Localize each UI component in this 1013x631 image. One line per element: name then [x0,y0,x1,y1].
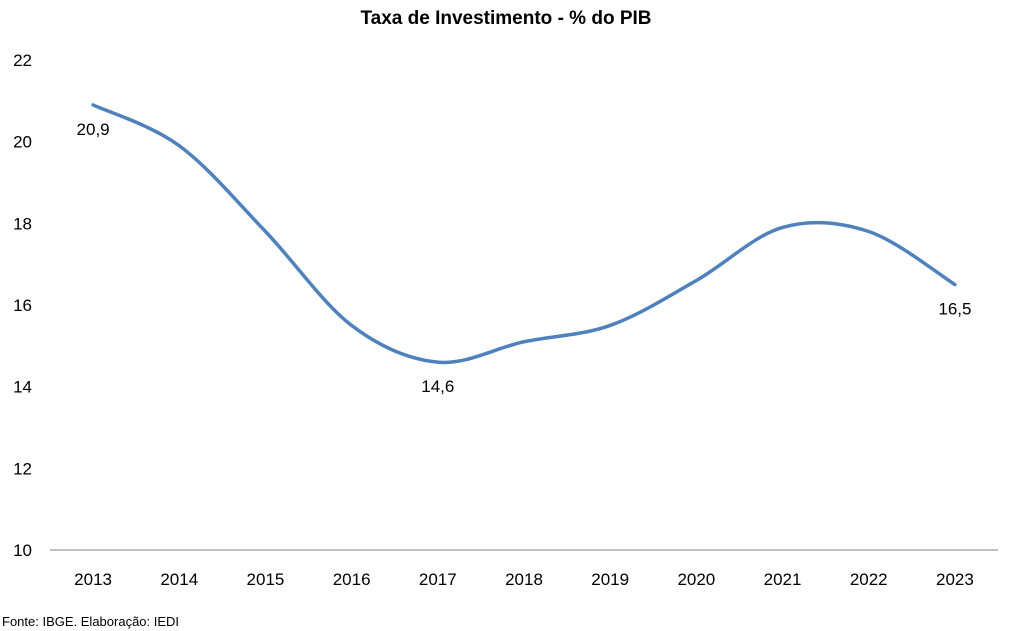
data-label: 16,5 [938,300,971,319]
y-tick-label: 10 [13,541,32,560]
x-tick-label: 2014 [160,570,198,589]
y-axis: 10 12 14 16 18 20 22 [13,51,32,560]
x-tick-label: 2016 [333,570,371,589]
x-tick-label: 2021 [764,570,802,589]
x-tick-label: 2020 [677,570,715,589]
y-tick-label: 20 [13,133,32,152]
x-tick-label: 2017 [419,570,457,589]
data-label: 20,9 [77,120,110,139]
data-label-layer: 20,9 14,6 16,5 [77,120,972,396]
x-tick-label: 2013 [74,570,112,589]
y-tick-label: 18 [13,214,32,233]
x-tick-label: 2018 [505,570,543,589]
source-note: Fonte: IBGE. Elaboração: IEDI [2,614,179,629]
x-tick-label: 2019 [591,570,629,589]
y-tick-label: 12 [13,459,32,478]
y-tick-label: 14 [13,378,32,397]
x-tick-label: 2015 [247,570,285,589]
series-line [91,103,957,365]
x-axis: 2013 2014 2015 2016 2017 2018 2019 2020 2021 2022… [50,549,998,589]
y-tick-label: 22 [13,51,32,70]
series-layer [91,103,957,365]
y-tick-label: 16 [13,296,32,315]
data-label: 14,6 [421,377,454,396]
chart-title: Taxa de Investimento - % do PIB [360,8,651,29]
x-tick-label: 2022 [850,570,888,589]
x-tick-label: 2023 [936,570,974,589]
